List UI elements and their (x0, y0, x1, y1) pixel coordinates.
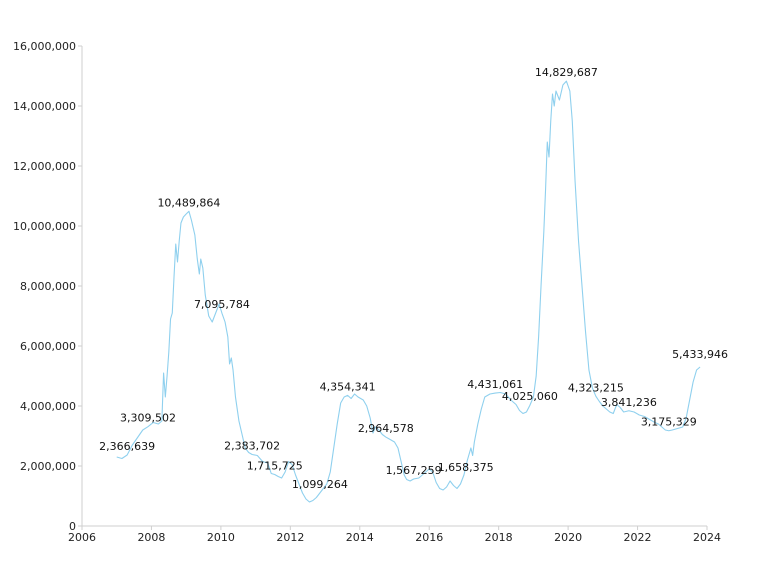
data-label: 14,829,687 (535, 66, 598, 79)
data-label: 2,383,702 (224, 439, 280, 452)
x-tick-label: 2014 (346, 531, 374, 544)
data-label: 3,309,502 (120, 412, 176, 425)
y-tick-label: 10,000,000 (13, 220, 76, 233)
data-label: 1,099,264 (292, 478, 348, 491)
y-tick-label: 16,000,000 (13, 40, 76, 53)
y-tick-label: 6,000,000 (20, 340, 76, 353)
x-axis: 2006 2008 2010 2012 2014 2016 2018 2020 2022 2024 (68, 525, 721, 544)
data-label: 4,431,061 (467, 378, 523, 391)
y-tick-label: 12,000,000 (13, 160, 76, 173)
x-tick-label: 2016 (415, 531, 443, 544)
y-tick-label: 8,000,000 (20, 280, 76, 293)
y-tick-label: 4,000,000 (20, 400, 76, 413)
data-labels: 2,366,639 3,309,502 10,489,864 7,095,784 2,3… (99, 66, 728, 491)
x-tick-label: 2018 (485, 531, 513, 544)
x-tick-label: 2008 (137, 531, 165, 544)
data-label: 1,658,375 (438, 461, 494, 474)
data-label: 2,366,639 (99, 440, 155, 453)
x-tick-label: 2012 (276, 531, 304, 544)
series-line (116, 80, 701, 503)
data-label: 7,095,784 (194, 298, 250, 311)
y-axis: 0 2,000,000 4,000,000 6,000,000 8,000,000 10,… (13, 40, 83, 533)
data-label: 10,489,864 (157, 196, 220, 209)
data-label: 4,354,341 (320, 380, 376, 393)
y-tick-label: 2,000,000 (20, 460, 76, 473)
data-label: 1,567,259 (386, 464, 442, 477)
data-label: 4,025,060 (502, 390, 558, 403)
x-tick-label: 2010 (207, 531, 235, 544)
data-label: 3,175,329 (641, 416, 697, 429)
data-label: 1,715,725 (247, 460, 303, 473)
data-label: 3,841,236 (601, 396, 657, 409)
x-tick-label: 2020 (554, 531, 582, 544)
data-label: 5,433,946 (672, 348, 728, 361)
data-label: 2,964,578 (358, 422, 414, 435)
y-tick-label: 14,000,000 (13, 100, 76, 113)
data-label: 4,323,215 (568, 381, 624, 394)
series-group (116, 80, 701, 503)
x-tick-label: 2022 (624, 531, 652, 544)
y-tick-label: 0 (69, 520, 76, 533)
x-tick-label: 2024 (693, 531, 721, 544)
x-tick-label: 2006 (68, 531, 96, 544)
